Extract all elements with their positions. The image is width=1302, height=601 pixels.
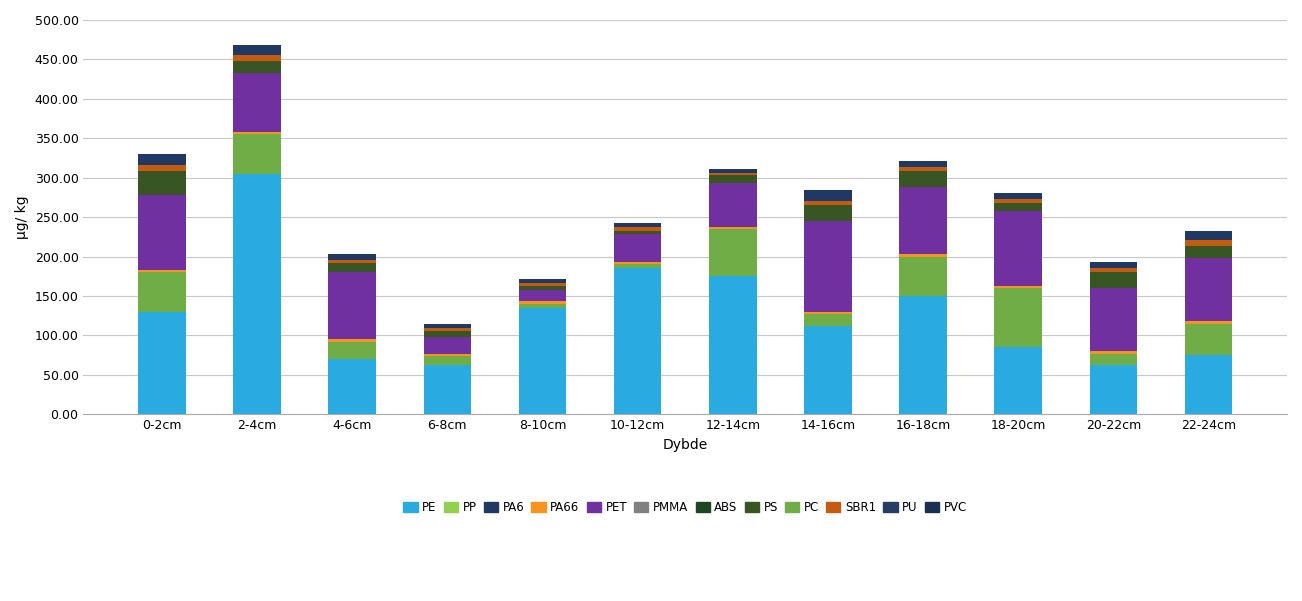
- Bar: [138, 270, 186, 272]
- Bar: [328, 342, 376, 359]
- Bar: [423, 325, 471, 328]
- Bar: [138, 195, 186, 270]
- Bar: [805, 326, 852, 414]
- Bar: [1185, 323, 1232, 355]
- Bar: [900, 161, 947, 168]
- Bar: [423, 331, 471, 337]
- Bar: [423, 355, 471, 356]
- Bar: [1090, 272, 1137, 288]
- Bar: [233, 45, 281, 55]
- Bar: [805, 314, 852, 326]
- Bar: [233, 174, 281, 414]
- Bar: [1185, 240, 1232, 246]
- Bar: [518, 285, 566, 290]
- Bar: [1090, 262, 1137, 269]
- Bar: [900, 168, 947, 171]
- Bar: [233, 55, 281, 61]
- Bar: [613, 231, 661, 234]
- Bar: [1090, 353, 1137, 365]
- Bar: [328, 254, 376, 260]
- Legend: PE, PP, PA6, PA66, PET, PMMA, ABS, PS, PC, SBR1, PU, PVC: PE, PP, PA6, PA66, PET, PMMA, ABS, PS, P…: [398, 496, 971, 519]
- Bar: [995, 199, 1042, 203]
- Bar: [710, 229, 756, 276]
- Bar: [518, 283, 566, 285]
- Bar: [1185, 246, 1232, 258]
- Bar: [710, 175, 756, 183]
- Bar: [1185, 355, 1232, 414]
- Bar: [995, 211, 1042, 285]
- Bar: [805, 312, 852, 314]
- Bar: [328, 359, 376, 414]
- Bar: [328, 263, 376, 272]
- Bar: [233, 135, 281, 174]
- Bar: [613, 222, 661, 227]
- Bar: [518, 290, 566, 302]
- Bar: [423, 365, 471, 414]
- Bar: [518, 308, 566, 414]
- Bar: [138, 272, 186, 312]
- Bar: [995, 288, 1042, 347]
- Bar: [995, 347, 1042, 414]
- Bar: [328, 340, 376, 342]
- Bar: [1090, 351, 1137, 353]
- Bar: [138, 165, 186, 171]
- Bar: [138, 154, 186, 165]
- Bar: [613, 234, 661, 262]
- Bar: [233, 61, 281, 73]
- Bar: [900, 187, 947, 254]
- Bar: [805, 221, 852, 312]
- Bar: [710, 276, 756, 414]
- Bar: [613, 227, 661, 231]
- Bar: [805, 189, 852, 201]
- Bar: [995, 285, 1042, 288]
- Bar: [138, 312, 186, 414]
- Bar: [805, 206, 852, 221]
- Bar: [1090, 365, 1137, 414]
- Bar: [900, 296, 947, 414]
- Bar: [518, 304, 566, 308]
- X-axis label: Dybde: Dybde: [663, 438, 708, 452]
- Bar: [613, 269, 661, 414]
- Bar: [328, 272, 376, 340]
- Bar: [423, 356, 471, 365]
- Bar: [710, 169, 756, 173]
- Bar: [995, 193, 1042, 199]
- Bar: [233, 132, 281, 135]
- Bar: [518, 302, 566, 304]
- Bar: [233, 73, 281, 132]
- Bar: [900, 171, 947, 187]
- Y-axis label: µg/ kg: µg/ kg: [16, 195, 29, 239]
- Bar: [328, 260, 376, 263]
- Bar: [805, 201, 852, 206]
- Bar: [1185, 258, 1232, 321]
- Bar: [613, 264, 661, 269]
- Bar: [613, 262, 661, 264]
- Bar: [138, 171, 186, 195]
- Bar: [710, 227, 756, 229]
- Bar: [900, 257, 947, 296]
- Bar: [1185, 321, 1232, 323]
- Bar: [518, 279, 566, 283]
- Bar: [1185, 231, 1232, 240]
- Bar: [423, 328, 471, 331]
- Bar: [423, 337, 471, 355]
- Bar: [900, 254, 947, 257]
- Bar: [710, 183, 756, 227]
- Bar: [995, 203, 1042, 211]
- Bar: [1090, 269, 1137, 272]
- Bar: [710, 173, 756, 175]
- Bar: [1090, 288, 1137, 351]
